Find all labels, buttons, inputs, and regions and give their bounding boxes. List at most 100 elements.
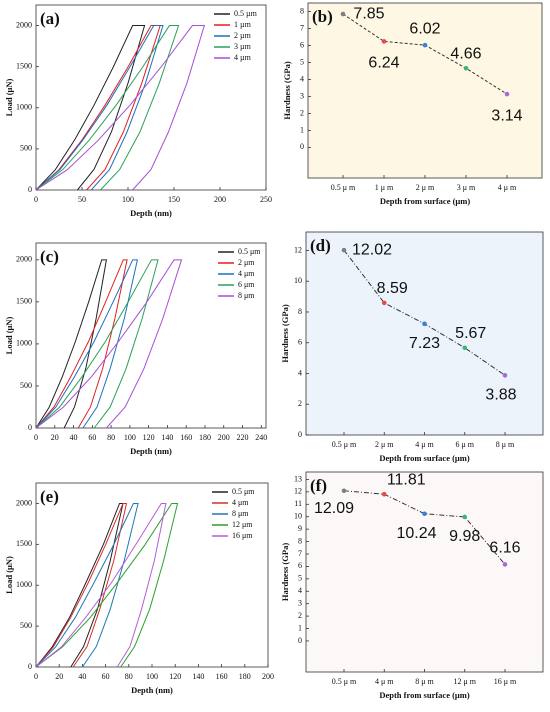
y-tick-label: 1500 (16, 297, 32, 306)
y-tick-label: 12 (294, 487, 302, 496)
y-axis-title: Load (μN) (4, 79, 14, 117)
x-tick-label: 100 (124, 433, 136, 442)
data-label: 6.02 (409, 20, 440, 37)
plot-area (305, 231, 544, 436)
curve (35, 502, 139, 668)
x-tick-label: 100 (146, 672, 158, 681)
curve (35, 502, 179, 668)
y-axis-title: Hardness (GPa) (282, 61, 292, 119)
curve (35, 25, 146, 191)
point (381, 300, 387, 306)
curve (35, 259, 139, 429)
x-tick-label: 12 μ m (453, 677, 476, 686)
y-tick-label: 8 (298, 307, 302, 316)
data-label: 11.81 (387, 471, 426, 488)
curve (35, 259, 128, 429)
x-tick-label: 0 (34, 433, 38, 442)
panel-label: (a) (40, 9, 60, 28)
y-tick-label: 9 (298, 524, 302, 533)
x-axis-title: Depth from surface (μm) (379, 453, 470, 463)
y-tick-label: 0 (28, 185, 32, 194)
data-label: 12.09 (314, 500, 354, 517)
y-axis-title: Load (μN) (4, 556, 14, 594)
y-tick-label: 6 (300, 40, 304, 49)
x-tick-label: 250 (260, 195, 272, 204)
x-tick-label: 220 (237, 433, 249, 442)
y-tick-label: 11 (294, 499, 302, 508)
data-label: 3.14 (491, 107, 522, 124)
x-tick-label: 140 (161, 433, 173, 442)
data-label: 6.24 (368, 55, 399, 72)
y-tick-label: 8 (298, 536, 302, 545)
point (381, 39, 387, 44)
point (381, 491, 387, 497)
y-tick-label: 0 (28, 662, 32, 671)
x-tick-label: 80 (125, 672, 133, 681)
plot-area (307, 2, 543, 179)
y-tick-label: 10 (294, 276, 302, 285)
y-tick-label: 1 (300, 125, 304, 134)
y-tick-label: 2 (298, 611, 302, 620)
plot-area (305, 471, 544, 673)
x-tick-label: 1 μ m (375, 183, 394, 192)
y-tick-label: 2000 (16, 20, 32, 29)
point (340, 11, 346, 17)
x-tick-label: 20 (51, 433, 59, 442)
y-tick-label: 7 (298, 549, 302, 558)
curve (35, 259, 159, 429)
legend-label: 8 μm (238, 291, 255, 300)
panel-label: (b) (312, 7, 333, 26)
data-label: 7.85 (353, 5, 384, 22)
x-tick-label: 150 (168, 195, 180, 204)
x-tick-label: 0.5 μ m (332, 677, 357, 686)
curve (35, 502, 167, 668)
x-axis-title: Depth (nm) (131, 685, 173, 695)
data-label: 3.88 (485, 387, 516, 404)
point (422, 321, 427, 327)
x-axis-title: Depth from surface (μm) (380, 196, 471, 206)
y-tick-label: 0 (298, 636, 302, 645)
x-tick-label: 60 (88, 433, 96, 442)
x-tick-label: 140 (192, 672, 204, 681)
x-tick-label: 6 μ m (455, 440, 474, 449)
data-label: 4.66 (450, 45, 481, 62)
legend-label: 1 µm (234, 20, 252, 29)
y-tick-label: 4 (300, 74, 304, 83)
x-tick-label: 40 (78, 672, 86, 681)
x-tick-label: 120 (169, 672, 181, 681)
x-tick-label: 120 (143, 433, 155, 442)
x-tick-label: 40 (70, 433, 78, 442)
curve (35, 502, 124, 668)
y-tick-label: 7 (300, 23, 304, 32)
legend-label: 0.5 µm (234, 9, 258, 18)
data-label: 7.23 (409, 335, 440, 352)
y-tick-label: 1 (298, 623, 302, 632)
y-tick-label: 1500 (16, 539, 32, 548)
panel-label: (c) (40, 247, 59, 266)
y-tick-label: 2 (298, 399, 302, 408)
data-label: 6.16 (489, 540, 520, 557)
y-axis-title: Hardness (GPa) (280, 304, 290, 362)
y-tick-label: 0 (298, 430, 302, 439)
y-tick-label: 5 (300, 57, 304, 66)
y-tick-label: 500 (20, 381, 32, 390)
y-tick-label: 500 (20, 621, 32, 630)
point (462, 514, 468, 520)
y-tick-label: 13 (294, 474, 302, 483)
y-tick-label: 4 (298, 586, 302, 595)
y-tick-label: 10 (294, 512, 302, 521)
x-axis-title: Depth from surface (μm) (379, 690, 470, 700)
legend-label: 4 µm (234, 53, 252, 62)
legend-label: 4 μm (238, 269, 255, 278)
curve (35, 502, 128, 668)
x-tick-label: 4 μ m (415, 440, 434, 449)
panel-label: (e) (40, 487, 59, 506)
y-tick-label: 6 (298, 338, 302, 347)
x-tick-label: 20 (55, 672, 63, 681)
curve (35, 25, 180, 191)
y-axis-title: Hardness (GPa) (280, 543, 290, 601)
point (462, 345, 468, 351)
legend-label: 12 μm (232, 520, 253, 529)
x-tick-label: 2 μ m (416, 183, 435, 192)
